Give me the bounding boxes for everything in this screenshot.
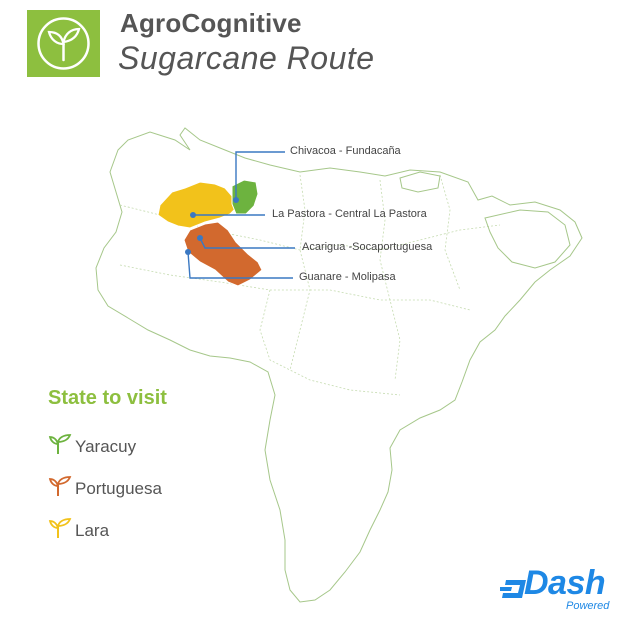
app-title: AgroCognitive: [120, 8, 302, 38]
island-small: [399, 171, 441, 193]
sprout-icon: [48, 518, 72, 538]
legend-title: State to visit: [48, 387, 167, 409]
dash-mark-icon: [500, 580, 526, 598]
sprout-icon: [48, 476, 72, 496]
sprout-icon: [48, 434, 72, 454]
callout-chivacoa: Chivacoa - Fundacaña: [290, 145, 401, 157]
callout-lines: [187, 151, 295, 279]
logo-badge: [27, 10, 100, 77]
island-outline: [484, 209, 571, 269]
brand-tagline: Powered: [566, 600, 610, 612]
country-outline: [95, 127, 583, 603]
legend-label: Portuguesa: [75, 479, 162, 498]
region-yaracuy: [231, 179, 259, 215]
state-boundaries: [119, 174, 501, 396]
callout-acarigua: Acarigua -Socaportuguesa: [302, 241, 433, 253]
brand-name: Dash: [524, 564, 606, 602]
callout-la-pastora: La Pastora - Central La Pastora: [272, 208, 427, 220]
dash-powered-logo: Dash Powered: [500, 564, 618, 618]
region-lara: [157, 181, 237, 229]
legend-label: Lara: [75, 521, 110, 540]
callout-guanare: Guanare - Molipasa: [299, 271, 396, 283]
page-subtitle: Sugarcane Route: [118, 40, 375, 76]
callout-points: [185, 197, 239, 255]
region-portuguesa: [183, 221, 263, 287]
sprout-icon: [37, 17, 90, 70]
legend-label: Yaracuy: [75, 437, 137, 456]
